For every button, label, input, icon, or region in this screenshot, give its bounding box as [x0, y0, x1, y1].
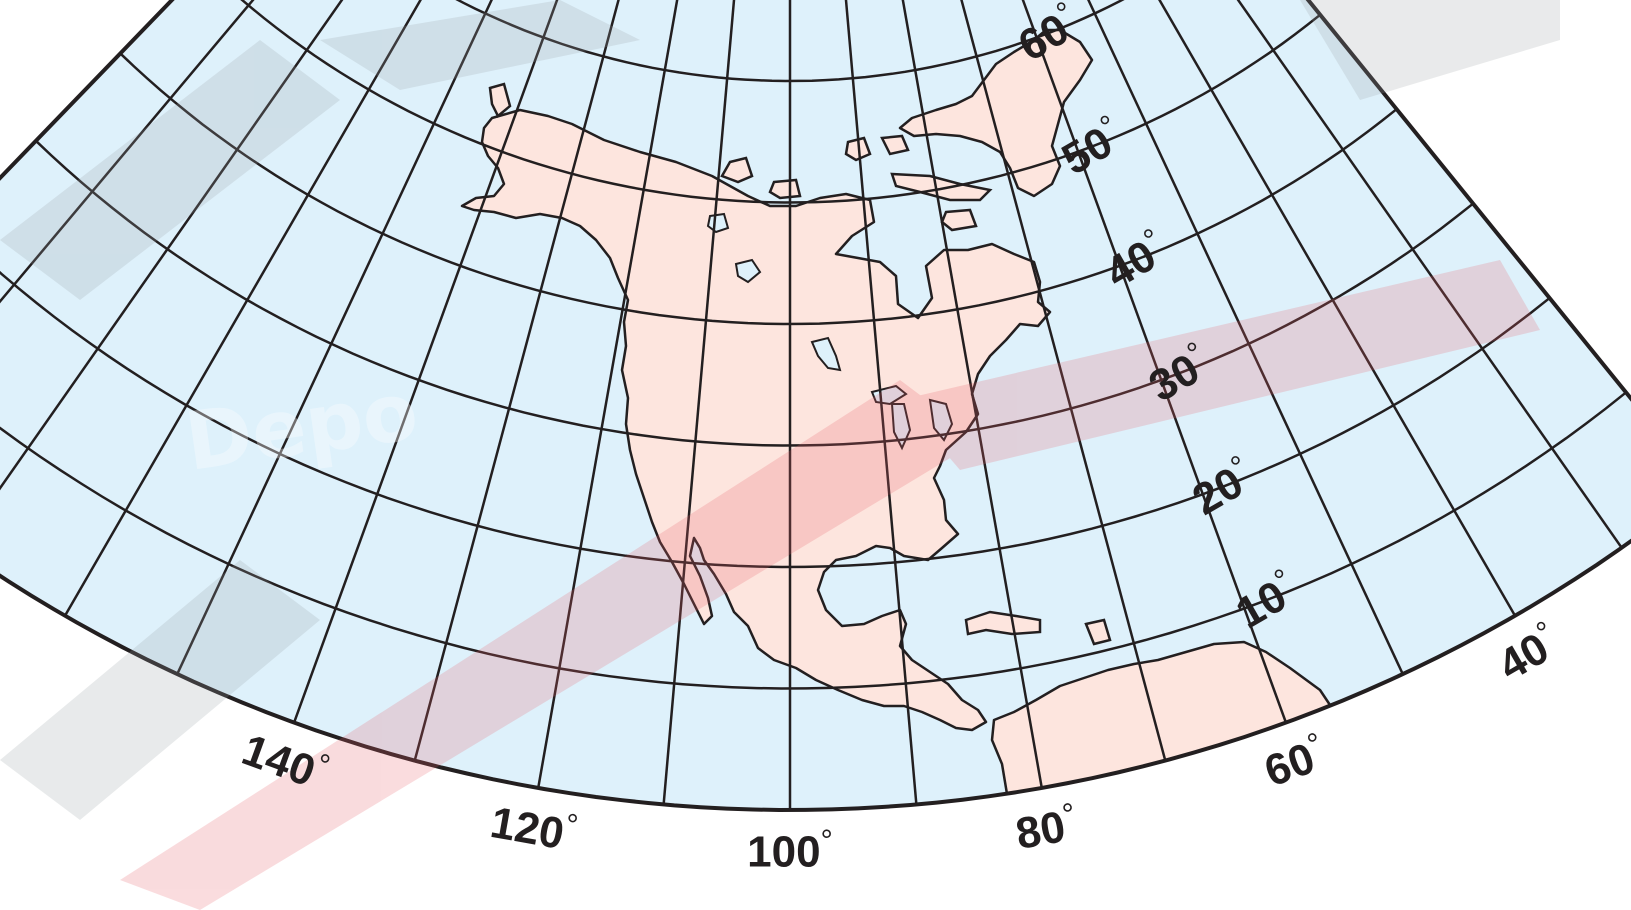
- meridian-40: [1046, 0, 1529, 638]
- meridian-180: [0, 0, 461, 491]
- meridian-130: [407, 0, 659, 785]
- greenland-landmass: [898, 28, 1094, 198]
- parallel-10: [0, 298, 1631, 690]
- graticule: [0, 0, 1631, 810]
- great-bear-lake: [706, 212, 730, 234]
- island-2: [768, 178, 802, 200]
- great-slave-lake: [734, 258, 762, 284]
- meridian-140: [284, 0, 616, 746]
- meridian-120: [532, 0, 702, 810]
- lake-huron: [928, 398, 954, 442]
- hispaniola-island: [1084, 618, 1112, 646]
- island-5: [890, 172, 993, 202]
- north-america-landmass: [460, 108, 1052, 732]
- meridian-label-100: 100°: [747, 823, 833, 876]
- lake-winnipeg: [810, 336, 842, 372]
- watermark-stroke-6: [1300, 0, 1560, 100]
- alaska-island: [488, 82, 512, 118]
- meridian-label-60: 60°: [1257, 725, 1333, 796]
- watermark-stroke-1: [0, 40, 340, 300]
- meridian-label-80: 80°: [1011, 796, 1081, 859]
- parallel-60: [279, 0, 1255, 83]
- meridian-50: [1006, 0, 1415, 697]
- watermark-stroke-4: [120, 380, 980, 910]
- meridian-30: [1084, 0, 1631, 569]
- parallel-40: [107, 40, 1411, 326]
- island-1: [720, 156, 754, 184]
- meridian-70: [921, 0, 1173, 785]
- watermark-stroke-5: [900, 260, 1540, 470]
- parallel-30: [21, 126, 1489, 447]
- meridian-90: [833, 0, 920, 810]
- watermark-stroke-2: [320, 0, 640, 90]
- island-6: [940, 208, 978, 232]
- map-frame: [0, 0, 1631, 813]
- meridian-110: [660, 0, 747, 810]
- meridian-80: [878, 0, 1048, 810]
- parallel-50: [193, 0, 1333, 204]
- island-4: [880, 134, 910, 156]
- cuba-island: [964, 610, 1042, 636]
- parallel-20: [0, 212, 1567, 569]
- meridian-170: [0, 0, 496, 569]
- meridian-160: [51, 0, 534, 638]
- watermark-stroke-3: [0, 560, 320, 820]
- watermark: [0, 0, 1560, 910]
- meridian-60: [964, 0, 1296, 746]
- meridian-label-120: 120°: [487, 794, 581, 861]
- meridian-150: [165, 0, 574, 697]
